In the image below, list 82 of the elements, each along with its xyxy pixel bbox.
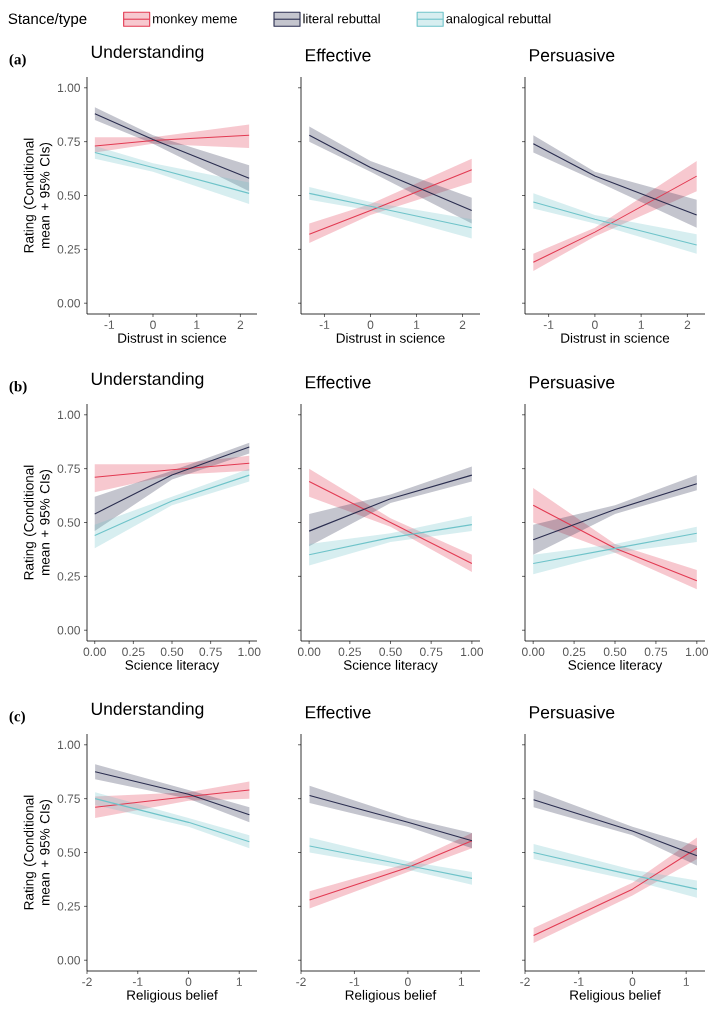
x-axis-title: Science literacy xyxy=(125,659,220,673)
x-axis-title: Religious belief xyxy=(127,989,218,1003)
x-tick-label: -1 xyxy=(349,977,360,986)
y-tick-label: 0.50 xyxy=(57,518,80,527)
x-tick-label: 0.25 xyxy=(562,647,586,657)
y-tick-label: 0.25 xyxy=(57,245,80,254)
x-tick-label: -2 xyxy=(520,977,530,986)
chart-title: Understanding xyxy=(91,702,204,719)
x-axis-title: Religious belief xyxy=(345,989,437,1003)
chart-title: Effective xyxy=(305,375,371,389)
x-tick-label: 1.00 xyxy=(238,647,261,657)
y-axis-title: Rating (Conditional mean + 95% CIs) xyxy=(23,795,53,910)
y-tick-label: 0.25 xyxy=(57,902,80,911)
y-tick-label: 1.00 xyxy=(58,83,80,93)
y-tick-label: 1.00 xyxy=(58,740,80,750)
x-tick-label: 1 xyxy=(194,320,200,329)
y-axis-title: Rating (Conditional mean + 95% CIs) xyxy=(23,465,53,580)
x-tick-label: -1 xyxy=(573,977,584,986)
y-tick-label: 0.00 xyxy=(57,298,80,308)
y-tick-label: 0.00 xyxy=(57,955,80,965)
x-tick-label: 0.00 xyxy=(297,647,321,657)
y-tick-label: 1.00 xyxy=(58,410,80,420)
chart-title: Persuasive xyxy=(529,48,615,62)
chart-title: Understanding xyxy=(91,372,204,389)
x-tick-label: 0 xyxy=(629,977,636,987)
x-tick-label: 1 xyxy=(458,977,465,986)
x-tick-label: 0.50 xyxy=(603,647,627,657)
x-axis-title: Religious belief xyxy=(570,989,661,1003)
y-axis-title: Rating (Conditional mean + 95% CIs) xyxy=(23,138,53,253)
y-tick-label: 0.50 xyxy=(57,848,80,857)
x-tick-label: 0 xyxy=(367,320,374,330)
x-tick-label: -2 xyxy=(296,977,306,986)
y-tick-label: 0.25 xyxy=(57,572,80,581)
x-tick-label: 1 xyxy=(638,320,644,329)
text: (c) xyxy=(9,710,25,725)
y-tick-label: 0.75 xyxy=(57,137,80,146)
x-axis-title: Science literacy xyxy=(568,659,663,673)
text: (a) xyxy=(9,53,26,68)
x-tick-label: 1.00 xyxy=(461,647,484,657)
chart-title: Effective xyxy=(305,705,371,719)
x-tick-label: 0 xyxy=(185,977,192,987)
x-tick-label: -1 xyxy=(319,320,330,329)
x-axis-title: Science literacy xyxy=(343,659,438,673)
x-tick-label: -2 xyxy=(82,977,92,986)
x-tick-label: 0.75 xyxy=(644,647,668,657)
x-tick-label: -1 xyxy=(104,320,115,329)
legend-title: Stance/type xyxy=(8,13,87,28)
x-tick-label: -1 xyxy=(132,977,143,986)
x-tick-label: 2 xyxy=(684,320,691,329)
x-tick-label: 0 xyxy=(592,320,598,330)
x-tick-label: 0.00 xyxy=(83,647,106,657)
x-tick-label: 2 xyxy=(237,320,244,329)
y-tick-label: 0.50 xyxy=(57,191,80,200)
x-tick-label: 0.00 xyxy=(521,647,545,657)
chart-title: Persuasive xyxy=(529,375,615,389)
x-axis-title: Distrust in science xyxy=(118,332,227,343)
x-tick-label: 1 xyxy=(683,977,689,986)
x-tick-label: 0.75 xyxy=(199,647,222,657)
x-tick-label: 1.00 xyxy=(686,647,709,657)
chart-title: Persuasive xyxy=(529,705,615,719)
x-tick-label: 0.25 xyxy=(338,647,361,657)
legend-label: analogical rebuttal xyxy=(446,13,551,26)
x-tick-label: 0 xyxy=(150,320,156,330)
legend-label: literal rebuttal xyxy=(303,13,380,24)
x-tick-label: 0 xyxy=(405,977,411,987)
y-tick-label: 0.75 xyxy=(57,464,80,473)
x-tick-label: 1 xyxy=(236,977,242,986)
x-tick-label: 0.50 xyxy=(160,647,184,657)
x-tick-label: 1 xyxy=(414,320,420,329)
x-tick-label: 0.25 xyxy=(122,647,145,657)
x-tick-label: 0.50 xyxy=(379,647,402,657)
chart-title: Effective xyxy=(305,48,371,62)
text: (b) xyxy=(9,380,27,395)
y-tick-label: 0.75 xyxy=(57,794,80,803)
x-axis-title: Distrust in science xyxy=(336,332,445,343)
x-tick-label: 2 xyxy=(459,320,466,329)
x-axis-title: Distrust in science xyxy=(561,332,670,343)
x-tick-label: 0.75 xyxy=(419,647,443,657)
y-tick-label: 0.00 xyxy=(57,625,80,635)
legend-label: monkey meme xyxy=(153,13,237,26)
chart-title: Understanding xyxy=(91,45,204,62)
x-tick-label: -1 xyxy=(543,320,554,329)
